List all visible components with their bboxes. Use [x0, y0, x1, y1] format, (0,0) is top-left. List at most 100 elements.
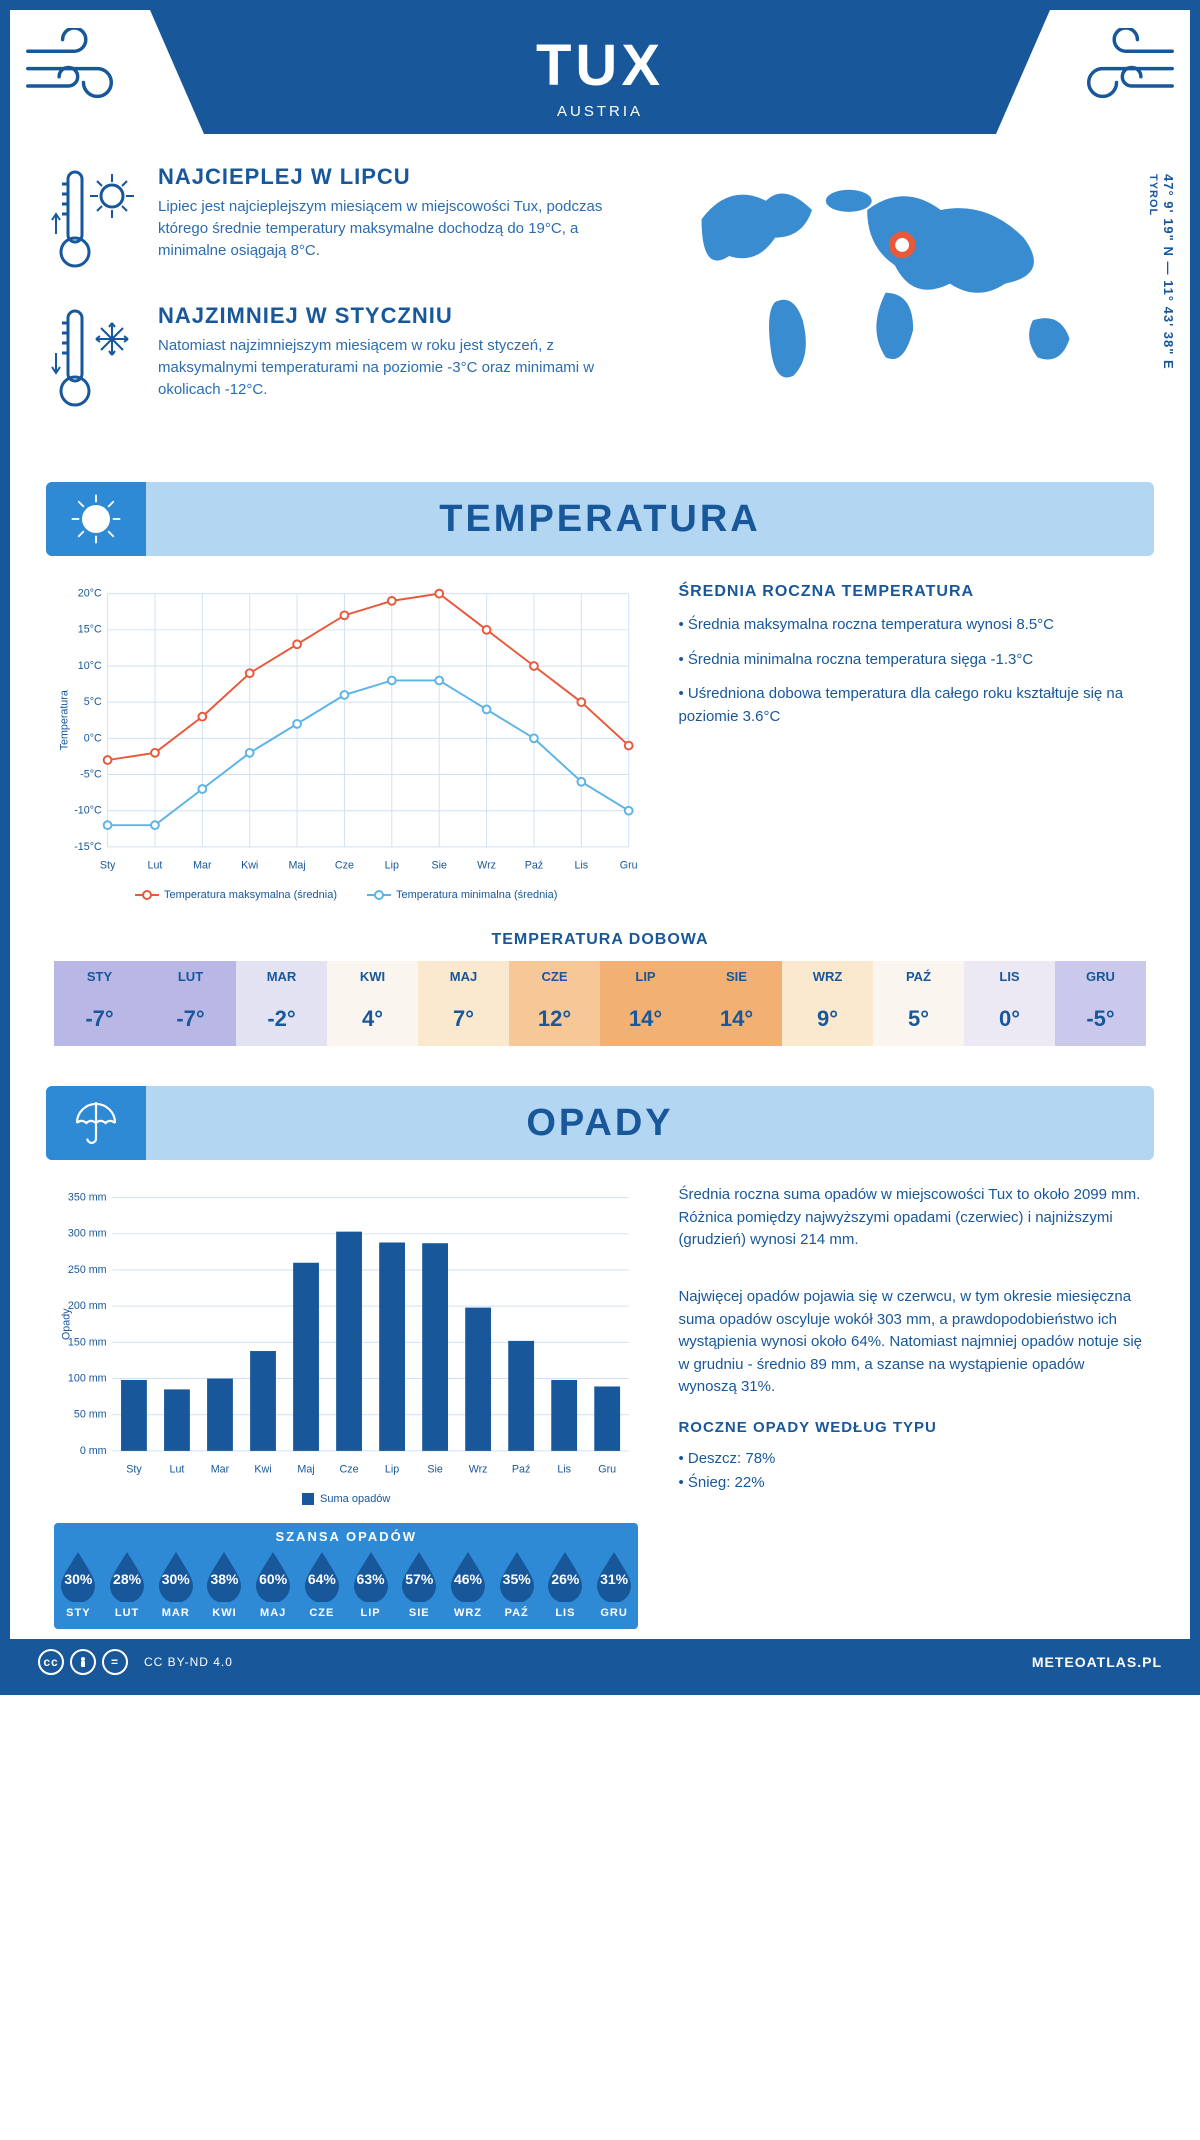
svg-text:20°C: 20°C: [78, 588, 102, 600]
precipitation-chart-row: 0 mm50 mm100 mm150 mm200 mm250 mm300 mm3…: [10, 1160, 1190, 1639]
daily-col: WRZ9°: [782, 961, 873, 1046]
svg-text:Mar: Mar: [211, 1463, 230, 1475]
svg-text:300 mm: 300 mm: [68, 1228, 107, 1240]
svg-text:Wrz: Wrz: [469, 1463, 488, 1475]
temp-legend: Temperatura maksymalna (średnia) Tempera…: [54, 889, 638, 901]
svg-text:150 mm: 150 mm: [68, 1336, 107, 1348]
license-block: cc = CC BY-ND 4.0: [38, 1649, 233, 1675]
footer: cc = CC BY-ND 4.0 METEOATLAS.PL: [10, 1639, 1190, 1685]
daily-temp-title: TEMPERATURA DOBOWA: [10, 931, 1190, 949]
precip-p2: Najwięcej opadów pojawia się w czerwcu, …: [678, 1286, 1146, 1399]
daily-col: SIE14°: [691, 961, 782, 1046]
precipitation-banner: OPADY: [46, 1086, 1154, 1160]
svg-text:Opady: Opady: [61, 1308, 73, 1340]
svg-text:Temperatura: Temperatura: [59, 690, 71, 750]
temp-bullet-1: • Średnia minimalna roczna temperatura s…: [678, 649, 1146, 672]
warmest-body: Lipiec jest najcieplejszym miesiącem w m…: [158, 196, 610, 261]
svg-text:Paź: Paź: [512, 1463, 530, 1475]
svg-text:15°C: 15°C: [78, 624, 102, 636]
infographic-page: TUX AUSTRIA: [0, 0, 1200, 1695]
temperature-chart-row: -15°C-10°C-5°C0°C5°C10°C15°C20°CStyLutMa…: [10, 556, 1190, 911]
chance-drop: 30% MAR: [151, 1548, 200, 1619]
chance-drop: 64% CZE: [298, 1548, 347, 1619]
temperature-title: TEMPERATURA: [46, 498, 1154, 541]
by-icon: [70, 1649, 96, 1675]
svg-text:5°C: 5°C: [84, 696, 102, 708]
chance-drop: 57% SIE: [395, 1548, 444, 1619]
warmest-block: NAJCIEPLEJ W LIPCU Lipiec jest najcieple…: [50, 164, 610, 279]
svg-text:Lip: Lip: [385, 1463, 399, 1475]
temperature-banner: TEMPERATURA: [46, 482, 1154, 556]
coldest-block: NAJZIMNIEJ W STYCZNIU Natomiast najzimni…: [50, 303, 610, 418]
svg-text:Mar: Mar: [193, 859, 212, 871]
chance-drop: 26% LIS: [541, 1548, 590, 1619]
warmest-title: NAJCIEPLEJ W LIPCU: [158, 164, 610, 190]
precip-types-title: ROCZNE OPADY WEDŁUG TYPU: [678, 1417, 1146, 1440]
svg-text:350 mm: 350 mm: [68, 1192, 107, 1204]
chance-drop: 46% WRZ: [444, 1548, 493, 1619]
warmest-text: NAJCIEPLEJ W LIPCU Lipiec jest najcieple…: [158, 164, 610, 279]
svg-text:Maj: Maj: [288, 859, 305, 871]
svg-text:0 mm: 0 mm: [80, 1445, 107, 1457]
daily-col: LIS0°: [964, 961, 1055, 1046]
svg-text:Lip: Lip: [385, 859, 399, 871]
temperature-line-chart: -15°C-10°C-5°C0°C5°C10°C15°C20°CStyLutMa…: [54, 580, 638, 901]
site-name: METEOATLAS.PL: [1032, 1654, 1162, 1670]
title-banner: TUX AUSTRIA: [150, 10, 1050, 134]
precip-legend-label: Suma opadów: [320, 1493, 390, 1505]
svg-text:Cze: Cze: [335, 859, 354, 871]
chance-drop: 63% LIP: [346, 1548, 395, 1619]
daily-col: PAŹ5°: [873, 961, 964, 1046]
coordinates: 47° 9' 19" N — 11° 43' 38" E TYROL: [1146, 174, 1176, 370]
wind-icon-right: [1050, 10, 1190, 132]
precipitation-bar-chart: 0 mm50 mm100 mm150 mm200 mm250 mm300 mm3…: [54, 1184, 638, 1629]
coldest-title: NAJZIMNIEJ W STYCZNIU: [158, 303, 610, 329]
daily-col: CZE12°: [509, 961, 600, 1046]
intro-section: NAJCIEPLEJ W LIPCU Lipiec jest najcieple…: [10, 134, 1190, 462]
daily-col: LUT-7°: [145, 961, 236, 1046]
temp-side-title: ŚREDNIA ROCZNA TEMPERATURA: [678, 580, 1146, 604]
header: TUX AUSTRIA: [10, 10, 1190, 134]
svg-text:Gru: Gru: [620, 859, 638, 871]
svg-text:Lut: Lut: [170, 1463, 185, 1475]
daily-col: MAJ7°: [418, 961, 509, 1046]
daily-col: STY-7°: [54, 961, 145, 1046]
legend-max-label: Temperatura maksymalna (średnia): [164, 889, 337, 901]
chance-drop: 35% PAŹ: [492, 1548, 541, 1619]
region-text: TYROL: [1147, 174, 1159, 216]
svg-text:Sty: Sty: [126, 1463, 142, 1475]
daily-col: KWI4°: [327, 961, 418, 1046]
chance-drop: 31% GRU: [590, 1548, 639, 1619]
svg-text:10°C: 10°C: [78, 660, 102, 672]
precip-type-0: • Deszcz: 78%: [678, 1447, 1146, 1471]
svg-text:0°C: 0°C: [84, 732, 102, 744]
cc-icon: cc: [38, 1649, 64, 1675]
svg-text:Maj: Maj: [297, 1463, 314, 1475]
lon-text: 11° 43' 38" E: [1161, 280, 1176, 370]
svg-text:Lis: Lis: [557, 1463, 571, 1475]
chance-drop: 38% KWI: [200, 1548, 249, 1619]
world-map-block: 47° 9' 19" N — 11° 43' 38" E TYROL: [640, 164, 1150, 442]
svg-text:Lis: Lis: [574, 859, 588, 871]
svg-text:Gru: Gru: [598, 1463, 616, 1475]
daily-col: MAR-2°: [236, 961, 327, 1046]
coldest-text: NAJZIMNIEJ W STYCZNIU Natomiast najzimni…: [158, 303, 610, 418]
chance-drops-row: 30% STY 28% LUT 30% MAR 38% KWI 60% MAJ …: [54, 1548, 638, 1619]
svg-text:Lut: Lut: [148, 859, 163, 871]
precip-chance-band: SZANSA OPADÓW 30% STY 28% LUT 30% MAR 38…: [54, 1523, 638, 1629]
svg-text:250 mm: 250 mm: [68, 1264, 107, 1276]
daily-col: GRU-5°: [1055, 961, 1146, 1046]
svg-text:100 mm: 100 mm: [68, 1372, 107, 1384]
chance-drop: 30% STY: [54, 1548, 103, 1619]
svg-text:Sie: Sie: [431, 859, 447, 871]
precip-p1: Średnia roczna suma opadów w miejscowośc…: [678, 1184, 1146, 1252]
country-subtitle: AUSTRIA: [150, 103, 1050, 120]
license-text: CC BY-ND 4.0: [144, 1655, 233, 1669]
coldest-body: Natomiast najzimniejszym miesiącem w rok…: [158, 335, 610, 400]
chance-drop: 28% LUT: [103, 1548, 152, 1619]
svg-text:Wrz: Wrz: [477, 859, 496, 871]
daily-col: LIP14°: [600, 961, 691, 1046]
precipitation-title: OPADY: [46, 1102, 1154, 1145]
temp-bullet-0: • Średnia maksymalna roczna temperatura …: [678, 614, 1146, 637]
intro-text-column: NAJCIEPLEJ W LIPCU Lipiec jest najcieple…: [50, 164, 610, 442]
